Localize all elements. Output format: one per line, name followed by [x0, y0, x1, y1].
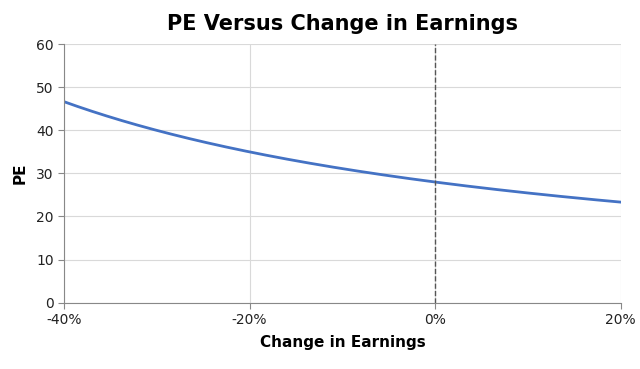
Title: PE Versus Change in Earnings: PE Versus Change in Earnings [167, 14, 518, 34]
Y-axis label: PE: PE [13, 163, 28, 184]
X-axis label: Change in Earnings: Change in Earnings [260, 335, 425, 350]
